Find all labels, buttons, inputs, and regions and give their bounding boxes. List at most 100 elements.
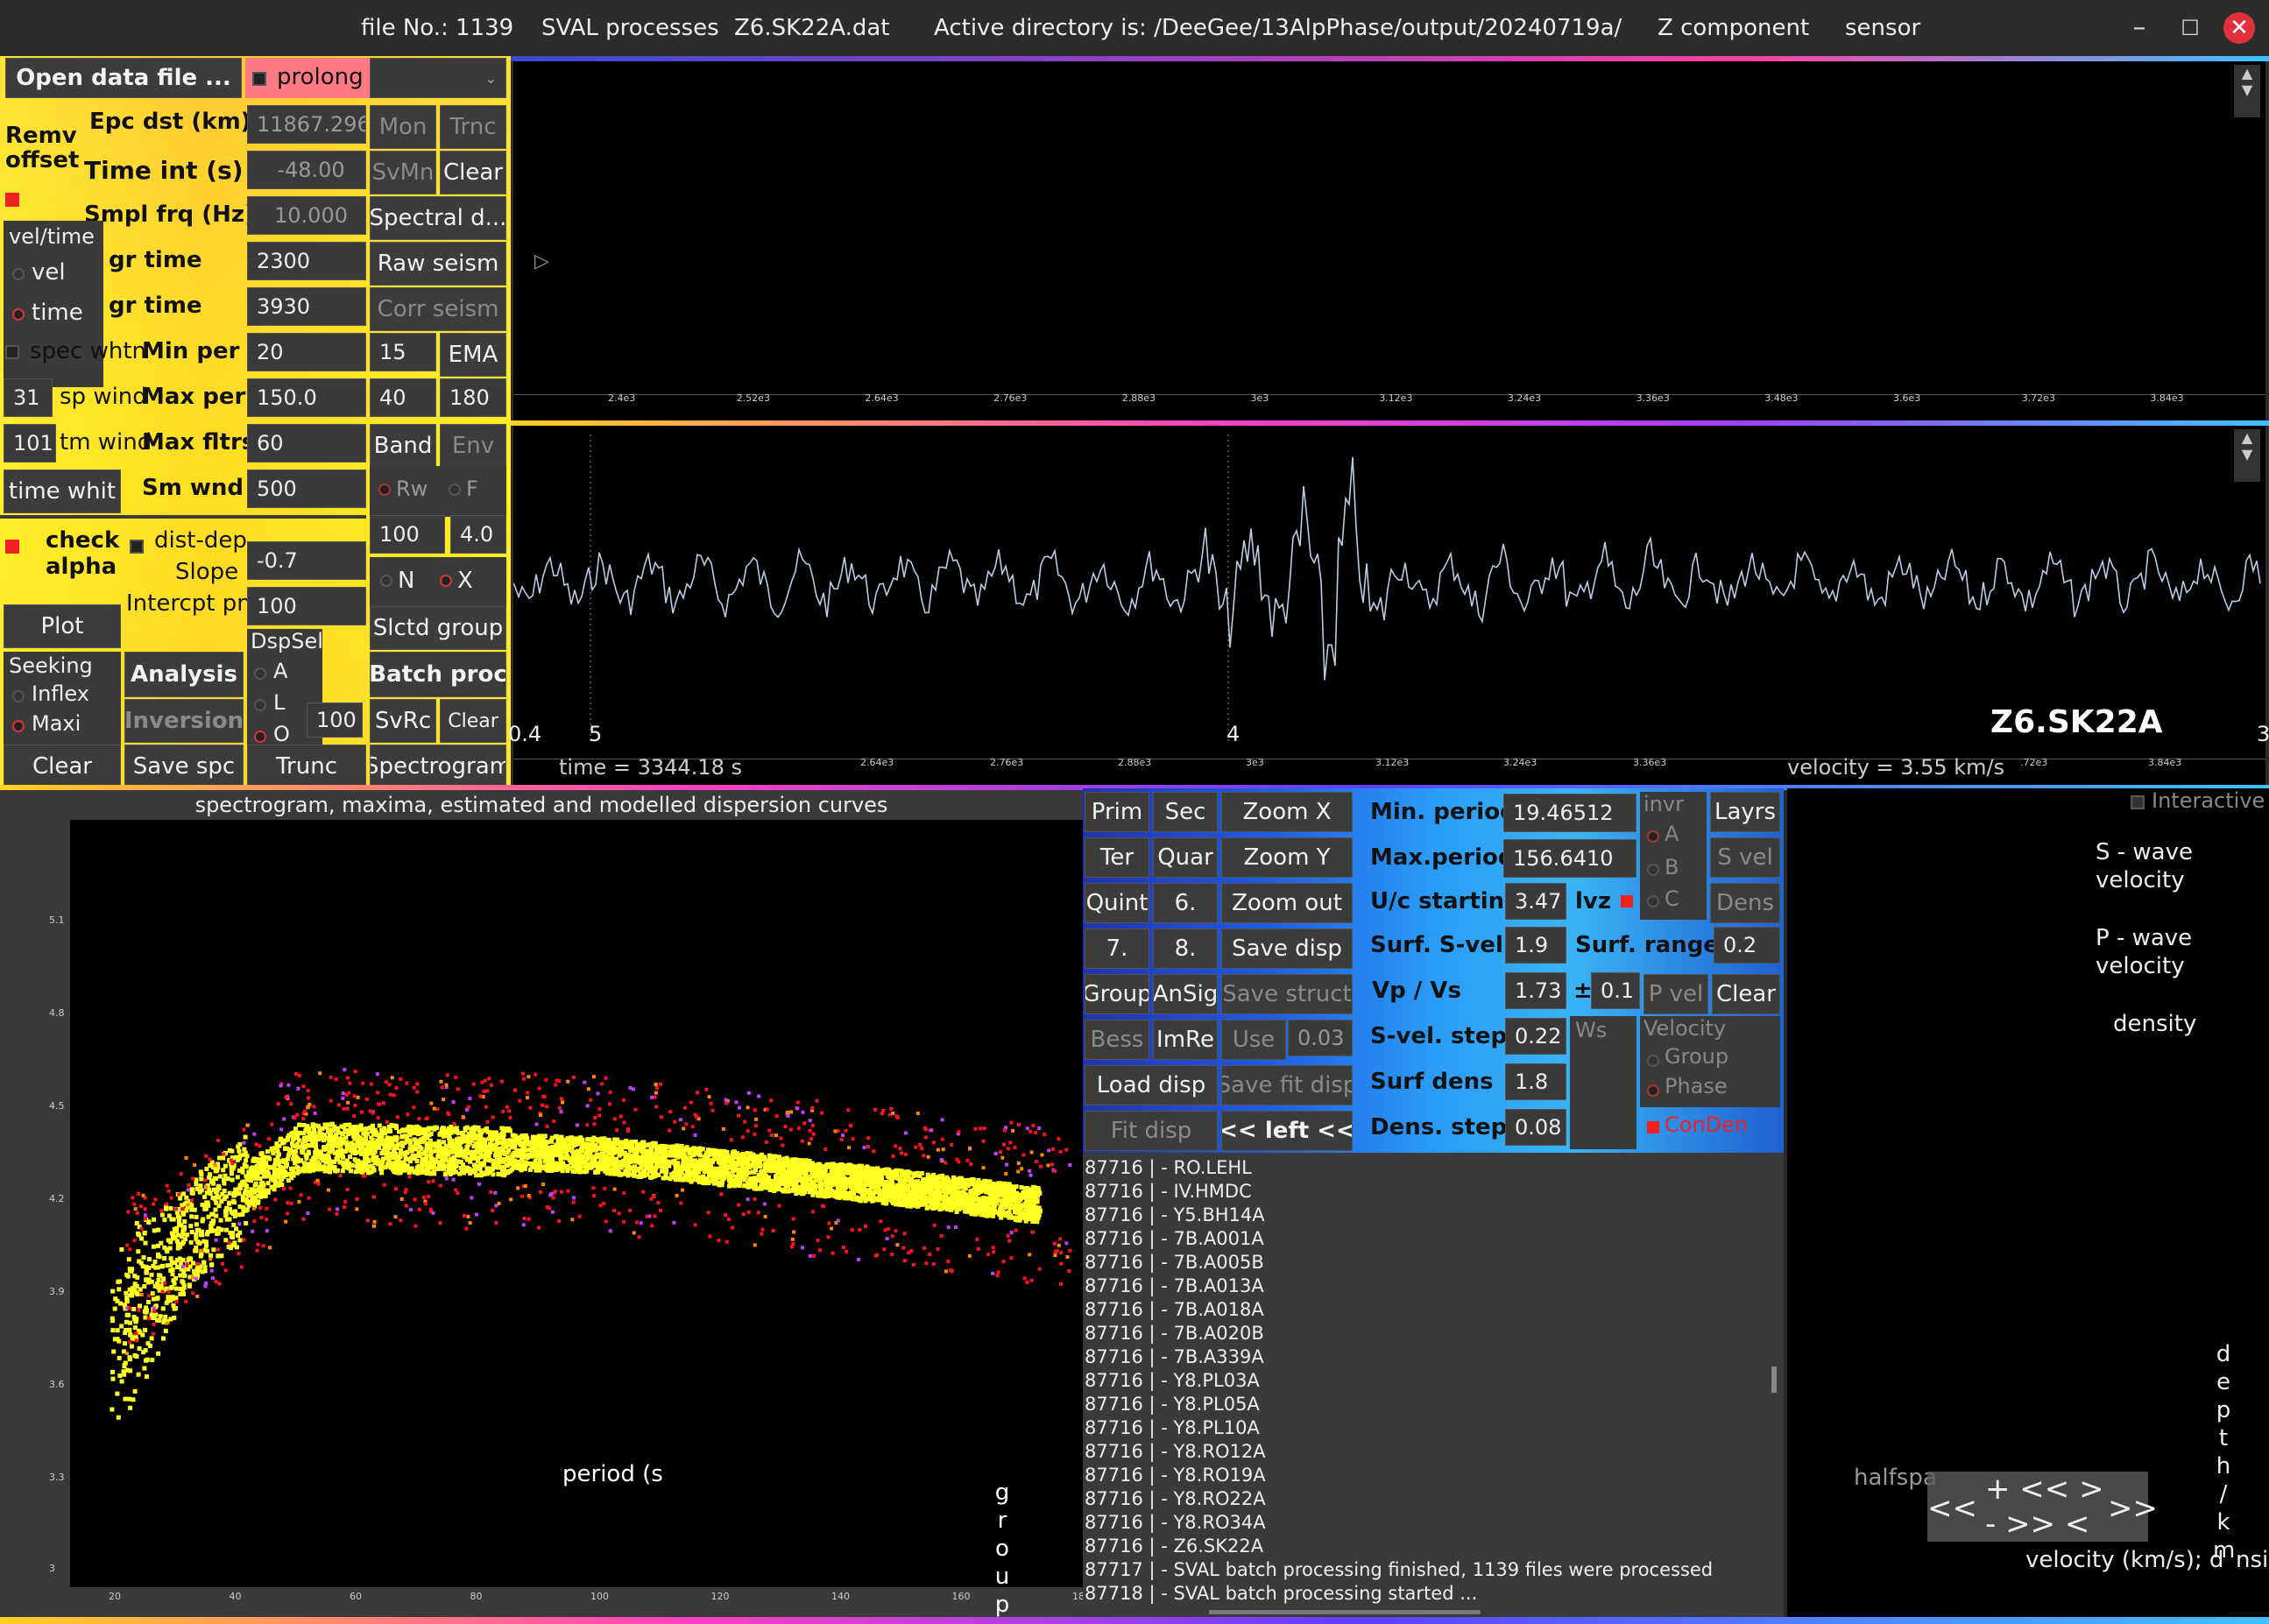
check-alpha-checkbox[interactable]: [5, 540, 19, 554]
raw-seismogram-panel[interactable]: 2.4e3 2.52e3 2.64e3 2.76e3 2.88e3 3e3 3.12e3 3.…: [513, 61, 2265, 420]
bess-button[interactable]: Bess: [1085, 1020, 1149, 1060]
batch-proc-button[interactable]: Batch proc: [370, 652, 506, 697]
density-step-input[interactable]: 0.08: [1505, 1109, 1566, 1146]
save-fit-disp-button[interactable]: Save fit disp: [1221, 1065, 1353, 1105]
arrow-up-icon[interactable]: ▲: [2234, 429, 2260, 446]
o-radio[interactable]: [254, 731, 266, 743]
spec-whtn-checkbox[interactable]: [5, 345, 19, 359]
remove-offset-checkbox[interactable]: [5, 193, 19, 207]
lvz-checkbox[interactable]: [1621, 895, 1633, 907]
slope-input[interactable]: -0.7: [247, 541, 366, 580]
time-radio[interactable]: [12, 308, 25, 321]
corr-seism-button[interactable]: Corr seism: [370, 287, 506, 331]
s-vel-button[interactable]: S vel: [1710, 837, 1780, 878]
invr-c-radio[interactable]: [1647, 895, 1659, 907]
f-radio[interactable]: [449, 484, 461, 496]
minimize-icon[interactable]: –: [2124, 12, 2155, 44]
phase-radio[interactable]: [1647, 1084, 1659, 1097]
intercept-input[interactable]: 100: [247, 587, 366, 625]
clear-button-3[interactable]: Clear: [4, 745, 121, 788]
prolong-checkbox[interactable]: [252, 72, 266, 86]
arrow-down-icon[interactable]: ▼: [2234, 81, 2260, 98]
plus-minus-input[interactable]: 0.1: [1591, 972, 1640, 1009]
quint-button[interactable]: Quint: [1085, 883, 1149, 923]
trnc-button[interactable]: Trnc: [440, 105, 506, 149]
tm-wind-input[interactable]: 101: [4, 424, 56, 462]
o-value-input[interactable]: 100: [307, 703, 363, 738]
spectrogram-plot[interactable]: period (s groupv: [70, 820, 1083, 1587]
spectral-button[interactable]: Spectral d...: [370, 196, 506, 240]
save-disp-button[interactable]: Save disp: [1221, 929, 1353, 969]
n-radio[interactable]: [380, 575, 392, 587]
max-c-input[interactable]: 180: [440, 378, 506, 417]
six-button[interactable]: 6.: [1153, 883, 1218, 923]
dist-dep-checkbox[interactable]: [130, 540, 144, 554]
scroll-buttons[interactable]: ▲ ▼: [2234, 65, 2260, 117]
max-b-input[interactable]: 40: [370, 378, 436, 417]
log-scrollbar[interactable]: [1771, 1366, 1777, 1393]
vp-vs-input[interactable]: 1.73: [1505, 972, 1566, 1009]
l-radio[interactable]: [254, 699, 266, 711]
zoom-out-button[interactable]: Zoom out: [1221, 883, 1353, 923]
surface-density-input[interactable]: 1.8: [1505, 1063, 1566, 1100]
load-disp-button[interactable]: Load disp: [1085, 1065, 1218, 1105]
surface-range-input[interactable]: 0.2: [1714, 927, 1780, 964]
log-hscrollbar[interactable]: [1209, 1610, 1481, 1614]
conden-checkbox[interactable]: [1647, 1121, 1659, 1133]
uc-start-input[interactable]: 3.47: [1505, 883, 1566, 920]
spectrogram-button[interactable]: Spectrogram: [370, 745, 506, 788]
min-b-input[interactable]: 15: [370, 333, 436, 371]
fit-disp-button[interactable]: Fit disp: [1085, 1111, 1218, 1151]
svmn-button[interactable]: SvMn: [370, 151, 436, 194]
raw-seism-button[interactable]: Raw seism: [370, 242, 506, 286]
group-button[interactable]: Group: [1085, 974, 1149, 1014]
sec-button[interactable]: Sec: [1153, 792, 1218, 832]
zoom-out-nav[interactable]: - >> <: [1985, 1507, 2089, 1542]
clear-button-disp[interactable]: Clear: [1712, 974, 1780, 1014]
inflex-radio[interactable]: [12, 690, 25, 703]
surface-s-vel-input[interactable]: 1.9: [1505, 927, 1566, 964]
s-vel-step-input[interactable]: 0.22: [1505, 1018, 1566, 1055]
arrow-down-icon[interactable]: ▼: [2234, 446, 2260, 462]
zoom-x-button[interactable]: Zoom X: [1221, 792, 1353, 832]
ansig-button[interactable]: AnSig: [1153, 974, 1218, 1014]
analysis-button[interactable]: Analysis: [124, 652, 244, 697]
zoom-y-button[interactable]: Zoom Y: [1221, 837, 1353, 878]
inversion-button[interactable]: Inversion: [124, 699, 244, 743]
clear-button-2[interactable]: Clear: [440, 699, 506, 743]
max-period-input[interactable]: 150.0: [247, 378, 366, 417]
sample-frequency-input[interactable]: 10.000: [247, 196, 366, 235]
trunc-button[interactable]: Trunc: [247, 745, 366, 788]
group-time-1-input[interactable]: 2300: [247, 242, 366, 280]
imre-button[interactable]: ImRe: [1153, 1020, 1218, 1060]
close-icon[interactable]: ✕: [2223, 12, 2255, 44]
a-radio[interactable]: [254, 667, 266, 680]
svrc-button[interactable]: SvRc: [370, 699, 436, 743]
corrected-seismogram-panel[interactable]: 0.4 5 4 3 Z6.SK22A 2.64e3 2.76e3 2.88e3 3e3…: [513, 426, 2265, 785]
rw-radio[interactable]: [378, 484, 391, 496]
layers-button[interactable]: Layrs: [1710, 792, 1780, 832]
min-period-input[interactable]: 20: [247, 333, 366, 371]
left-button[interactable]: << left <<: [1221, 1111, 1353, 1151]
ter-button[interactable]: Ter: [1085, 837, 1149, 878]
prim-button[interactable]: Prim: [1085, 792, 1149, 832]
prolong-select[interactable]: ⌄: [370, 58, 506, 98]
dens-button[interactable]: Dens: [1710, 883, 1780, 923]
eight-button[interactable]: 8.: [1153, 929, 1218, 969]
step2-input[interactable]: 4.0: [450, 515, 506, 554]
selected-group-button[interactable]: Slctd group: [370, 606, 506, 650]
spectrogram-panel[interactable]: spectrogram, maxima, estimated and model…: [0, 790, 1083, 1617]
message-log[interactable]: 87716 | - RO.LEHL 87716 | - IV.HMDC 87716 …: [1083, 1153, 1784, 1617]
use-button[interactable]: Use: [1221, 1020, 1286, 1060]
mon-button[interactable]: Mon: [370, 105, 436, 149]
band-button[interactable]: Band: [370, 424, 436, 468]
left-nav[interactable]: <<: [1927, 1491, 1977, 1526]
env-button[interactable]: Env: [440, 424, 506, 468]
group-radio[interactable]: [1647, 1055, 1659, 1067]
step-input[interactable]: 100: [370, 515, 445, 554]
epicentral-distance-input[interactable]: 11867.296:: [247, 105, 366, 144]
right-nav[interactable]: >>: [2108, 1491, 2158, 1526]
invr-a-radio[interactable]: [1647, 830, 1659, 843]
quar-button[interactable]: Quar: [1153, 837, 1218, 878]
save-struct-button[interactable]: Save struct: [1221, 974, 1353, 1014]
